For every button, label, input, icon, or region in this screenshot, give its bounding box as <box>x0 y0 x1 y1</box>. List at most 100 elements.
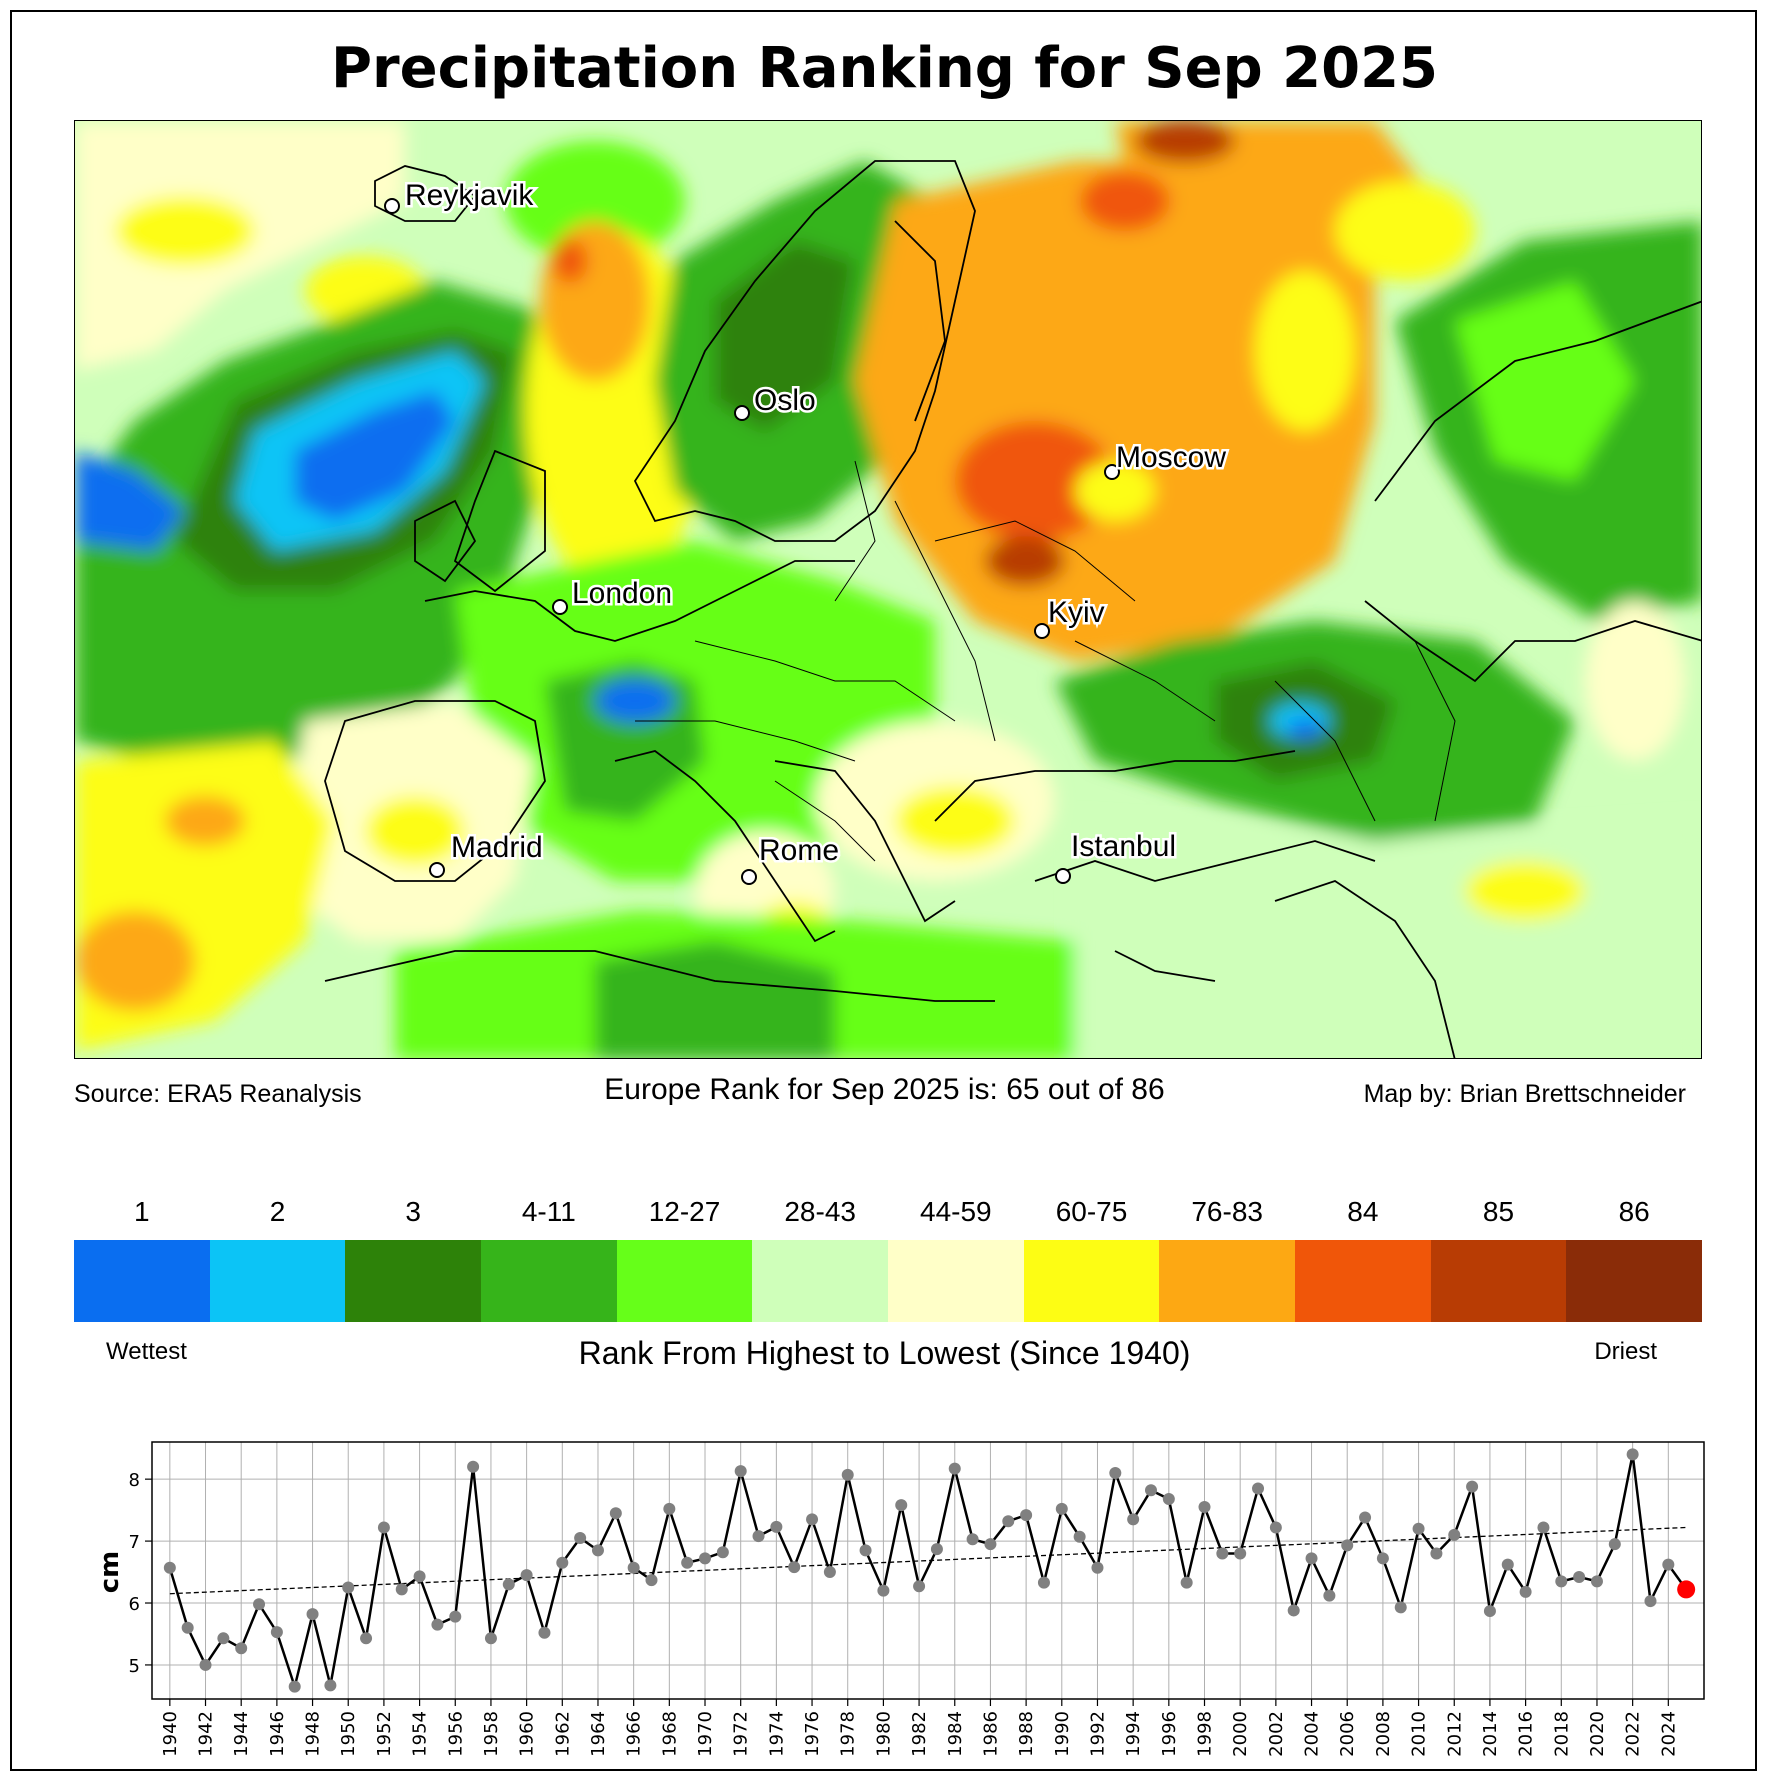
colorbar-bin <box>209 1240 346 1322</box>
x-tick-label: 1988 <box>1016 1711 1037 1757</box>
x-tick-label: 1972 <box>731 1711 752 1757</box>
data-point <box>342 1581 355 1594</box>
x-tick-label: 1960 <box>517 1711 538 1757</box>
data-point <box>538 1626 551 1639</box>
x-tick-label: 1944 <box>231 1711 252 1757</box>
city-reykjavik-marker <box>384 198 400 214</box>
coastlines <box>324 160 1701 1058</box>
x-tick-label: 1978 <box>838 1711 859 1757</box>
city-reykjavik-label: Reykjavik <box>405 179 534 212</box>
data-point <box>253 1598 266 1611</box>
x-tick-label: 1990 <box>1052 1711 1073 1757</box>
data-point <box>520 1569 533 1582</box>
figure-title: Precipitation Ranking for Sep 2025 <box>330 36 1439 101</box>
colorbar-bin <box>1159 1240 1296 1322</box>
chart-grid <box>152 1442 1704 1699</box>
data-point <box>199 1658 212 1671</box>
colorbar-tick-label: 85 <box>1482 1196 1515 1227</box>
x-tick-label: 2008 <box>1373 1711 1394 1757</box>
x-tick-label: 1946 <box>267 1711 288 1757</box>
x-tick-label: 1994 <box>1123 1711 1144 1757</box>
data-point <box>1483 1605 1496 1618</box>
data-point <box>1590 1575 1603 1588</box>
data-point <box>467 1460 480 1473</box>
x-tick-label: 2024 <box>1658 1711 1679 1757</box>
x-tick-label: 2018 <box>1551 1711 1572 1757</box>
city-istanbul-label: Istanbul <box>1071 830 1176 863</box>
city-kyiv-marker <box>1034 623 1050 639</box>
data-point <box>502 1578 515 1591</box>
colorbar-bin <box>1023 1240 1160 1322</box>
data-point <box>770 1520 783 1533</box>
city-kyiv: Kyiv <box>1034 594 1107 639</box>
x-tick-label: 1986 <box>980 1711 1001 1757</box>
data-point <box>699 1552 712 1565</box>
city-oslo: Oslo <box>734 382 818 421</box>
data-point <box>324 1679 337 1692</box>
data-point <box>270 1626 283 1639</box>
highlight-point <box>1677 1580 1696 1599</box>
x-tick-label: 2012 <box>1444 1711 1465 1757</box>
x-tick-label: 1958 <box>481 1711 502 1757</box>
city-istanbul-marker <box>1055 868 1071 884</box>
data-point <box>1394 1601 1407 1614</box>
data-point <box>1359 1511 1372 1524</box>
colorbar-tick-label: 1 <box>134 1196 150 1227</box>
precipitation-time-series-chart: 5 6 7 8 1940 1942 1944 1946 1948 1950 1952 1954 195… <box>95 1441 1705 1757</box>
data-point <box>752 1530 765 1543</box>
city-madrid-marker <box>429 862 445 878</box>
colorbar-bin <box>616 1240 753 1322</box>
colorbar-tick-label: 28-43 <box>784 1196 856 1227</box>
x-tick-label: 1982 <box>909 1711 930 1757</box>
colorbar-bin <box>345 1240 482 1322</box>
colorbar-bin <box>74 1240 210 1322</box>
x-tick-label: 1970 <box>695 1711 716 1757</box>
city-reykjavik: Reykjavik <box>384 177 537 215</box>
colorbar-tick-label: 3 <box>405 1196 421 1227</box>
data-point <box>1626 1448 1639 1461</box>
x-tick-label: 2016 <box>1516 1711 1537 1757</box>
data-point <box>1252 1482 1265 1495</box>
data-point <box>1287 1604 1300 1617</box>
data-point <box>556 1556 569 1569</box>
data-point <box>1073 1530 1086 1543</box>
colorbar-bin <box>1566 1240 1703 1322</box>
x-tick-label: 1940 <box>160 1711 181 1757</box>
city-madrid-label: Madrid <box>451 831 543 864</box>
rank-statement: Europe Rank for Sep 2025 is: 65 out of 8… <box>604 1073 1165 1106</box>
data-point <box>1644 1595 1657 1608</box>
x-tick-label: 1962 <box>552 1711 573 1757</box>
data-point <box>1269 1521 1282 1534</box>
colorbar-bin <box>752 1240 889 1322</box>
data-point <box>449 1610 462 1623</box>
data-point <box>1448 1528 1461 1541</box>
data-point <box>306 1608 319 1621</box>
data-point <box>895 1499 908 1512</box>
city-moscow-label: Moscow <box>1116 441 1226 474</box>
x-tick-label: 2004 <box>1302 1711 1323 1757</box>
colorbar-tick-label: 4-11 <box>521 1196 576 1227</box>
x-tick-label: 1974 <box>766 1711 787 1757</box>
data-point <box>1555 1575 1568 1588</box>
plot-area-border <box>151 1441 1705 1700</box>
city-rome-label: Rome <box>759 834 839 867</box>
colorbar <box>74 1240 1703 1322</box>
data-point <box>181 1621 194 1634</box>
colorbar-tick-label: 2 <box>269 1196 286 1227</box>
data-point <box>663 1502 676 1515</box>
city-istanbul: Istanbul <box>1055 828 1179 884</box>
x-tick-label: 1964 <box>588 1711 609 1757</box>
x-tick-label: 1948 <box>303 1711 324 1757</box>
data-point <box>788 1561 801 1574</box>
data-point <box>1091 1561 1104 1574</box>
data-point <box>1109 1466 1122 1479</box>
data-point <box>1341 1539 1354 1552</box>
city-london: London <box>552 575 675 615</box>
city-kyiv-label: Kyiv <box>1048 596 1105 629</box>
data-point <box>627 1561 640 1574</box>
colorbar-tick-label: 86 <box>1618 1196 1650 1227</box>
x-tick-label: 1984 <box>945 1711 966 1757</box>
data-point <box>163 1561 176 1574</box>
colorbar-driest-label: Driest <box>1594 1338 1657 1365</box>
data-point <box>1466 1480 1479 1493</box>
